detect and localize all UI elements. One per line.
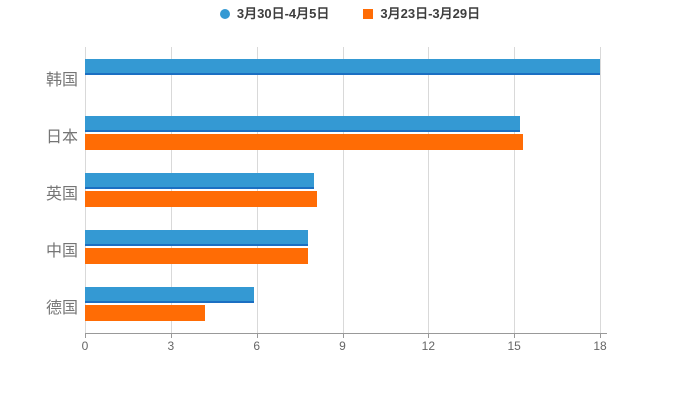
gridline bbox=[85, 47, 86, 333]
x-axis-tick bbox=[170, 333, 172, 338]
x-axis-tick bbox=[85, 333, 86, 338]
category-label: 韩国 bbox=[45, 71, 78, 89]
x-axis-tick bbox=[514, 333, 516, 338]
x-axis-tick bbox=[256, 333, 258, 338]
x-tick-label: 15 bbox=[507, 339, 521, 353]
x-axis-tick bbox=[342, 333, 344, 338]
gridline bbox=[428, 47, 430, 333]
bar-series-1-英国[interactable] bbox=[85, 191, 317, 207]
bar-series-0-韩国[interactable] bbox=[85, 58, 600, 75]
x-axis-tick bbox=[600, 333, 601, 338]
legend-marker-square-icon bbox=[363, 9, 374, 19]
x-tick-label: 9 bbox=[339, 339, 346, 353]
x-axis-tick bbox=[428, 333, 430, 338]
category-label: 中国 bbox=[45, 243, 78, 261]
legend-label: 3月23日-3月29日 bbox=[380, 6, 481, 21]
bar-series-0-德国[interactable] bbox=[85, 287, 254, 304]
gridline bbox=[170, 47, 172, 333]
bar-series-1-德国[interactable] bbox=[85, 305, 206, 322]
bar-series-0-中国[interactable] bbox=[85, 230, 309, 247]
bar-series-1-日本[interactable] bbox=[85, 133, 523, 150]
legend-item-series-0[interactable]: 3月30日-4月5日 bbox=[219, 6, 330, 22]
gridline bbox=[256, 47, 258, 333]
category-label: 日本 bbox=[45, 128, 78, 146]
x-tick-label: 18 bbox=[593, 339, 607, 353]
bar-series-0-日本[interactable] bbox=[85, 115, 520, 132]
x-axis-line bbox=[85, 333, 607, 334]
legend: 3月30日-4月5日 3月23日-3月29日 bbox=[0, 6, 700, 22]
plot-area bbox=[85, 47, 601, 333]
legend-marker-circle-icon bbox=[219, 9, 230, 19]
bar-series-1-中国[interactable] bbox=[85, 248, 309, 265]
x-tick-label: 12 bbox=[421, 339, 436, 353]
legend-label: 3月30日-4月5日 bbox=[236, 6, 330, 21]
x-tick-label: 0 bbox=[81, 339, 89, 353]
legend-item-series-1[interactable]: 3月23日-3月29日 bbox=[363, 6, 480, 22]
bar-series-0-英国[interactable] bbox=[85, 173, 314, 189]
x-tick-label: 3 bbox=[167, 339, 175, 353]
gridline bbox=[342, 47, 344, 333]
x-tick-label: 6 bbox=[253, 339, 260, 353]
category-label: 英国 bbox=[45, 186, 78, 203]
gridline bbox=[600, 47, 601, 333]
gridline bbox=[514, 47, 516, 333]
category-label: 德国 bbox=[45, 300, 78, 318]
